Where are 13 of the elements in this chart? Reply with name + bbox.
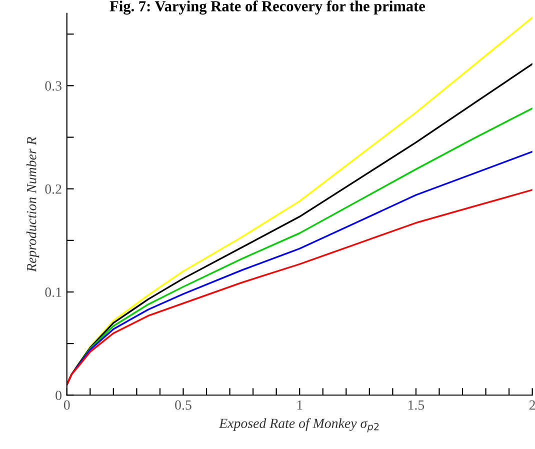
y-tick-label: 0.1 (45, 288, 62, 297)
x-tick-label: 0 (64, 400, 70, 410)
y-tick-label: 0.2 (45, 184, 62, 194)
x-tick-label: 1 (297, 400, 302, 410)
y-axis-title: Reproduction Number R (26, 136, 40, 272)
x-axis-title: Exposed Rate of Monkey σ$_{p2}$ (218, 418, 379, 432)
x-tick-label: 1.5 (408, 400, 424, 410)
line-series (66, 189, 532, 386)
x-tick-label: 0.5 (175, 400, 192, 410)
y-tick-label: 0 (56, 390, 62, 400)
y-tick-label: 0.3 (45, 81, 62, 91)
chart-title: Fig. 7: Varying Rate of Recovery for the primate (110, 0, 426, 15)
x-tick-label: 2 (529, 400, 535, 410)
